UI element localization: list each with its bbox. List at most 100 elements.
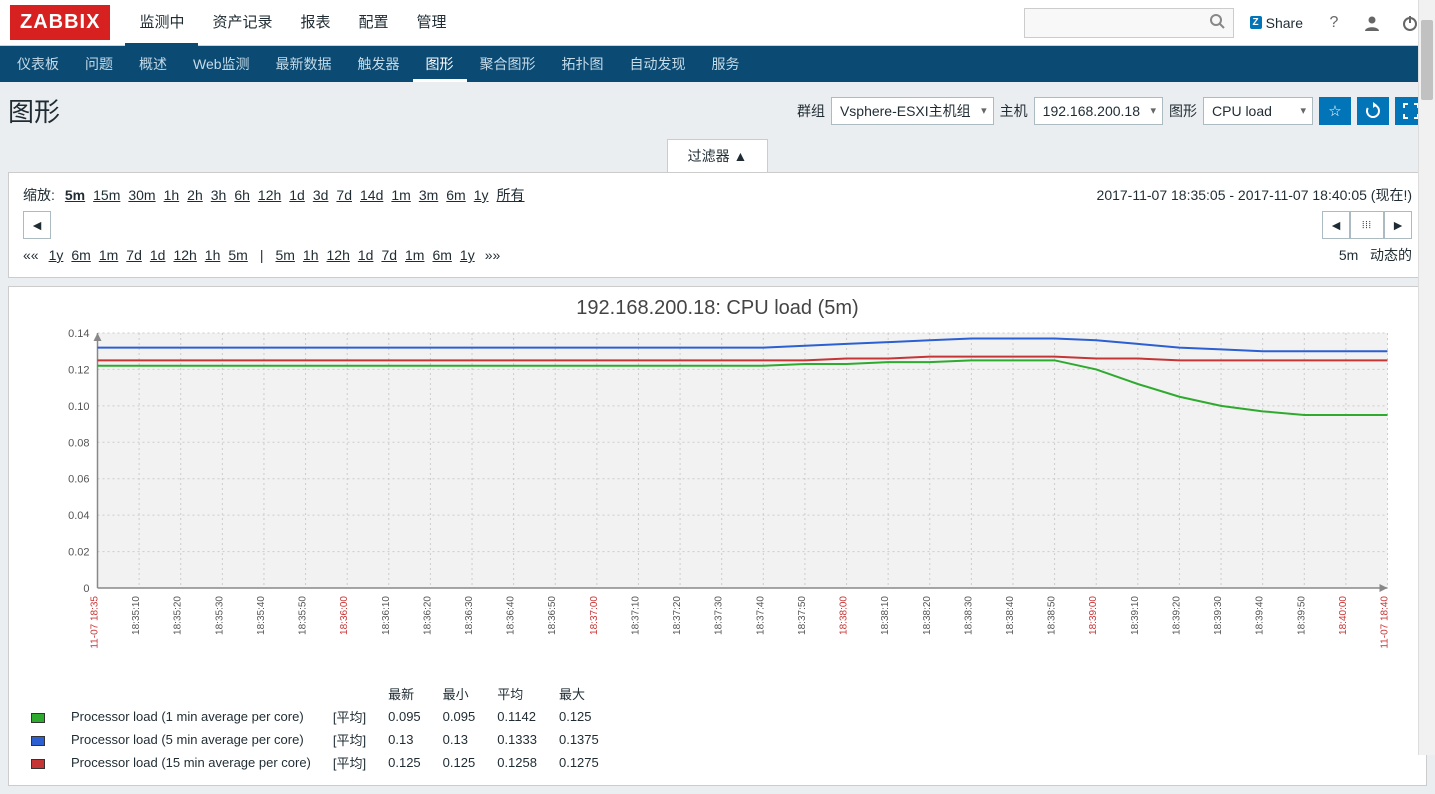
- logo[interactable]: ZABBIX: [10, 5, 110, 40]
- search-input[interactable]: [1024, 8, 1234, 38]
- top-menu-1[interactable]: 资产记录: [198, 0, 286, 46]
- refresh-button[interactable]: [1357, 97, 1389, 125]
- time-prev-button[interactable]: ◄: [23, 211, 51, 239]
- filter-panel: 缩放: 5m15m30m1h2h3h6h12h1d3d7d14d1m3m6m1y…: [8, 172, 1427, 278]
- host-label: 主机: [1000, 101, 1028, 121]
- svg-text:18:37:10: 18:37:10: [630, 596, 641, 635]
- zoom-option-3h[interactable]: 3h: [207, 187, 231, 203]
- sub-menu-4[interactable]: 最新数据: [263, 46, 345, 82]
- shift-left-5m[interactable]: 5m: [224, 247, 251, 263]
- svg-text:18:39:00: 18:39:00: [1088, 596, 1099, 635]
- time-slider-handle[interactable]: ⦙⦙⦙: [1350, 211, 1384, 239]
- shift-left-1y[interactable]: 1y: [45, 247, 68, 263]
- zoom-option-2h[interactable]: 2h: [183, 187, 207, 203]
- svg-text:0.12: 0.12: [68, 364, 89, 376]
- user-icon[interactable]: [1357, 8, 1387, 38]
- scrollbar-thumb[interactable]: [1421, 20, 1433, 100]
- zoom-option-3m[interactable]: 3m: [415, 187, 442, 203]
- svg-text:18:36:20: 18:36:20: [422, 596, 433, 635]
- svg-text:18:35:40: 18:35:40: [256, 596, 267, 635]
- shift-right-12h[interactable]: 12h: [323, 247, 354, 263]
- zoom-option-1h[interactable]: 1h: [160, 187, 184, 203]
- sub-menu-1[interactable]: 问题: [72, 46, 126, 82]
- shift-left-7d[interactable]: 7d: [122, 247, 146, 263]
- top-menu-4[interactable]: 管理: [403, 0, 461, 46]
- group-select[interactable]: Vsphere-ESXI主机组: [831, 97, 994, 125]
- zoom-option-15m[interactable]: 15m: [89, 187, 124, 203]
- shift-left-1d[interactable]: 1d: [146, 247, 170, 263]
- sub-menu-8[interactable]: 拓扑图: [549, 46, 617, 82]
- zoom-option-3d[interactable]: 3d: [309, 187, 333, 203]
- svg-text:18:38:50: 18:38:50: [1047, 596, 1058, 635]
- zoom-option-1m[interactable]: 1m: [387, 187, 414, 203]
- help-icon[interactable]: ?: [1319, 8, 1349, 38]
- svg-text:18:36:10: 18:36:10: [381, 596, 392, 635]
- shift-right-5m[interactable]: 5m: [271, 247, 298, 263]
- shift-left-1m[interactable]: 1m: [95, 247, 122, 263]
- page-title: 图形: [8, 92, 797, 129]
- top-menu-2[interactable]: 报表: [286, 0, 344, 46]
- zoom-option-5m[interactable]: 5m: [61, 187, 89, 203]
- shift-right-marker[interactable]: »»: [485, 247, 501, 263]
- zoom-option-6m[interactable]: 6m: [442, 187, 469, 203]
- svg-text:18:35:50: 18:35:50: [298, 596, 309, 635]
- top-menu-0[interactable]: 监测中: [125, 0, 198, 46]
- svg-text:18:39:40: 18:39:40: [1255, 596, 1266, 635]
- filter-toggle[interactable]: 过滤器 ▲: [667, 139, 769, 172]
- svg-text:18:38:20: 18:38:20: [922, 596, 933, 635]
- svg-text:0.04: 0.04: [68, 510, 89, 522]
- zoom-option-7d[interactable]: 7d: [332, 187, 356, 203]
- svg-text:18:36:40: 18:36:40: [506, 596, 517, 635]
- sub-menu-5[interactable]: 触发器: [345, 46, 413, 82]
- shift-right-1m[interactable]: 1m: [401, 247, 428, 263]
- shift-left-marker[interactable]: ««: [23, 247, 39, 263]
- shift-left-6m[interactable]: 6m: [67, 247, 94, 263]
- search-icon: [1209, 13, 1225, 32]
- zoom-option-14d[interactable]: 14d: [356, 187, 387, 203]
- svg-text:0.06: 0.06: [68, 474, 89, 486]
- sub-menu-3[interactable]: Web监测: [180, 46, 263, 82]
- legend-header: 最新: [378, 683, 431, 704]
- favorite-button[interactable]: ☆: [1319, 97, 1351, 125]
- zoom-option-30m[interactable]: 30m: [124, 187, 159, 203]
- top-menu-3[interactable]: 配置: [345, 0, 403, 46]
- host-select[interactable]: 192.168.200.18: [1034, 97, 1163, 125]
- shift-right-1h[interactable]: 1h: [299, 247, 323, 263]
- sub-menu-7[interactable]: 聚合图形: [467, 46, 549, 82]
- sub-menu-10[interactable]: 服务: [699, 46, 753, 82]
- share-button[interactable]: Z Share: [1242, 15, 1311, 31]
- time-next-button[interactable]: ►: [1384, 211, 1412, 239]
- sub-menu-9[interactable]: 自动发现: [617, 46, 699, 82]
- shift-right-7d[interactable]: 7d: [377, 247, 401, 263]
- sub-menu-6[interactable]: 图形: [413, 46, 467, 82]
- shift-left-1h[interactable]: 1h: [201, 247, 225, 263]
- time-slider-left-button[interactable]: ◄: [1322, 211, 1350, 239]
- shift-right-info2: 动态的: [1370, 247, 1412, 263]
- graph-label: 图形: [1169, 101, 1197, 121]
- legend-table: 最新最小平均最大 Processor load (1 min average p…: [19, 681, 611, 775]
- zoom-label: 缩放:: [23, 185, 55, 205]
- shift-left-12h[interactable]: 12h: [169, 247, 200, 263]
- svg-text:18:36:00: 18:36:00: [339, 596, 350, 635]
- zoom-option-12h[interactable]: 12h: [254, 187, 285, 203]
- graph-select[interactable]: CPU load: [1203, 97, 1313, 125]
- scrollbar[interactable]: [1418, 0, 1435, 755]
- zoom-option-所有[interactable]: 所有: [493, 187, 529, 203]
- shift-right-1y[interactable]: 1y: [456, 247, 479, 263]
- legend-header: 平均: [487, 683, 547, 704]
- zoom-option-6h[interactable]: 6h: [230, 187, 254, 203]
- svg-text:0.14: 0.14: [68, 328, 89, 340]
- zoom-option-1d[interactable]: 1d: [285, 187, 309, 203]
- chart-panel: 192.168.200.18: CPU load (5m) 00.020.040…: [8, 286, 1427, 786]
- sub-menu-2[interactable]: 概述: [126, 46, 180, 82]
- svg-text:18:37:20: 18:37:20: [672, 596, 683, 635]
- shift-right-6m[interactable]: 6m: [428, 247, 455, 263]
- svg-text:18:37:30: 18:37:30: [714, 596, 725, 635]
- shift-right-1d[interactable]: 1d: [354, 247, 378, 263]
- svg-text:18:38:30: 18:38:30: [963, 596, 974, 635]
- shift-sep: |: [254, 247, 270, 263]
- sub-menu-0[interactable]: 仪表板: [4, 46, 72, 82]
- svg-text:11-07 18:35: 11-07 18:35: [90, 596, 101, 649]
- zoom-option-1y[interactable]: 1y: [470, 187, 493, 203]
- svg-text:18:39:20: 18:39:20: [1171, 596, 1182, 635]
